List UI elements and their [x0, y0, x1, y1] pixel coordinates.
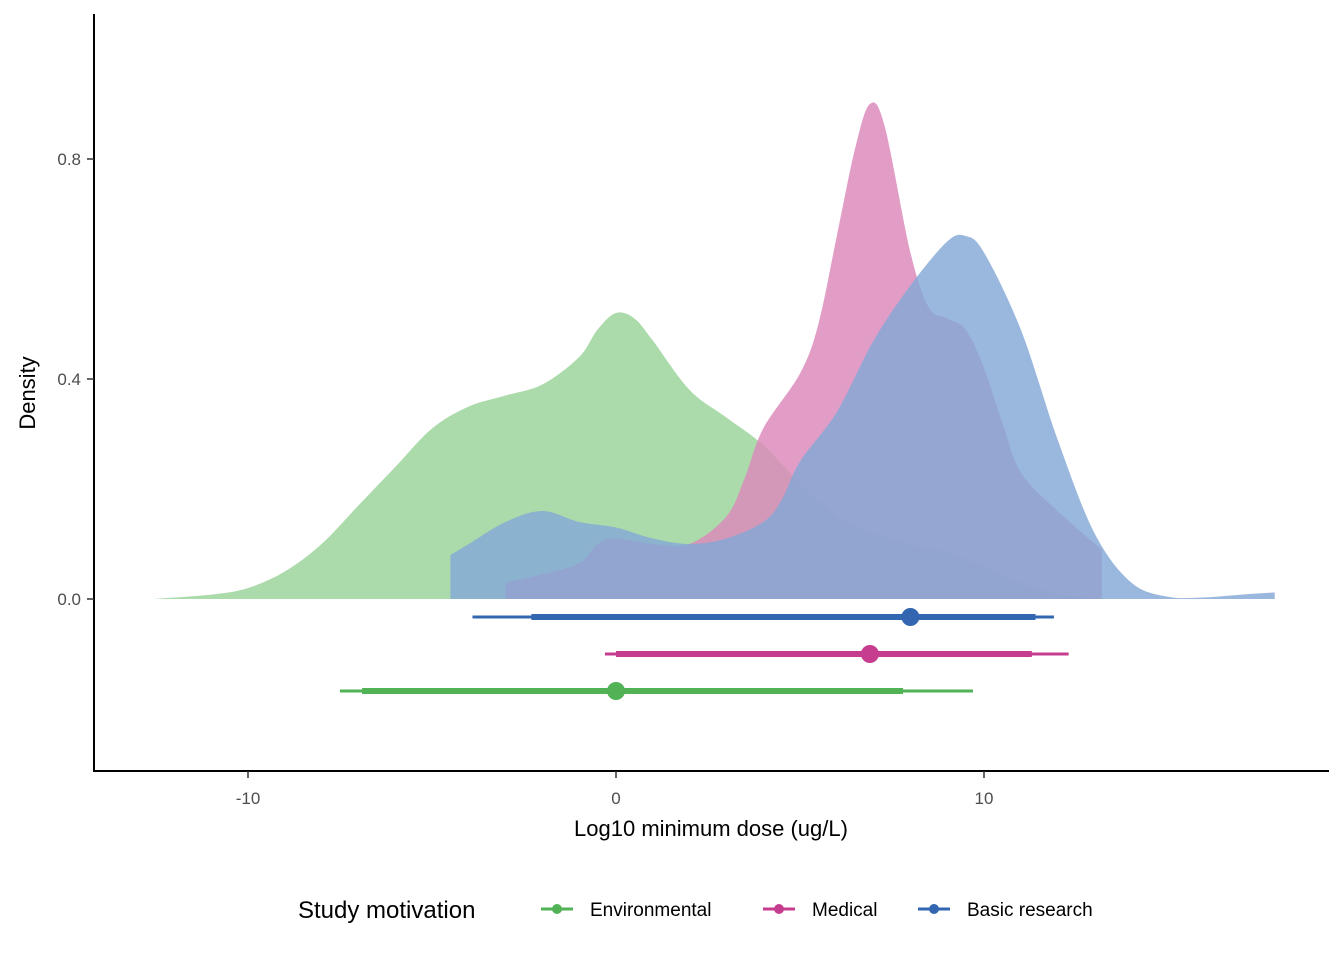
interval-medical-point — [860, 645, 879, 663]
y-tick-label: 0.8 — [57, 150, 81, 169]
legend-label: Medical — [812, 900, 877, 921]
legend-key-dot — [774, 904, 784, 914]
legend-label: Environmental — [590, 900, 711, 921]
interval-environmental-point — [607, 682, 625, 700]
interval-basic-research-point — [901, 608, 920, 626]
density-area-basic-research — [450, 234, 1275, 599]
legend-title: Study motivation — [298, 897, 475, 924]
legend-key-dot — [552, 904, 562, 914]
legend-key-dot — [929, 904, 939, 914]
interval-bars — [340, 608, 1069, 700]
axis-ticks: -10 0 10 0.0 0.4 0.8 — [57, 150, 993, 808]
legend-item-environmental: Environmental — [541, 900, 711, 921]
y-axis-title: Density — [15, 356, 40, 429]
legend-item-basic-research: Basic research — [918, 900, 1093, 921]
y-tick-label: 0.0 — [57, 590, 81, 609]
density-area-environmental — [152, 312, 1102, 599]
x-tick-label: -10 — [236, 789, 261, 808]
x-tick-label: 0 — [611, 789, 620, 808]
axes — [93, 14, 1329, 772]
density-areas — [152, 102, 1275, 599]
legend: Study motivation Environmental Medical Bas… — [298, 897, 1093, 924]
x-axis-title: Log10 minimum dose (ug/L) — [574, 816, 848, 841]
x-tick-label: 10 — [975, 789, 994, 808]
y-tick-label: 0.4 — [57, 370, 81, 389]
legend-item-medical: Medical — [763, 900, 877, 921]
legend-label: Basic research — [967, 900, 1093, 921]
